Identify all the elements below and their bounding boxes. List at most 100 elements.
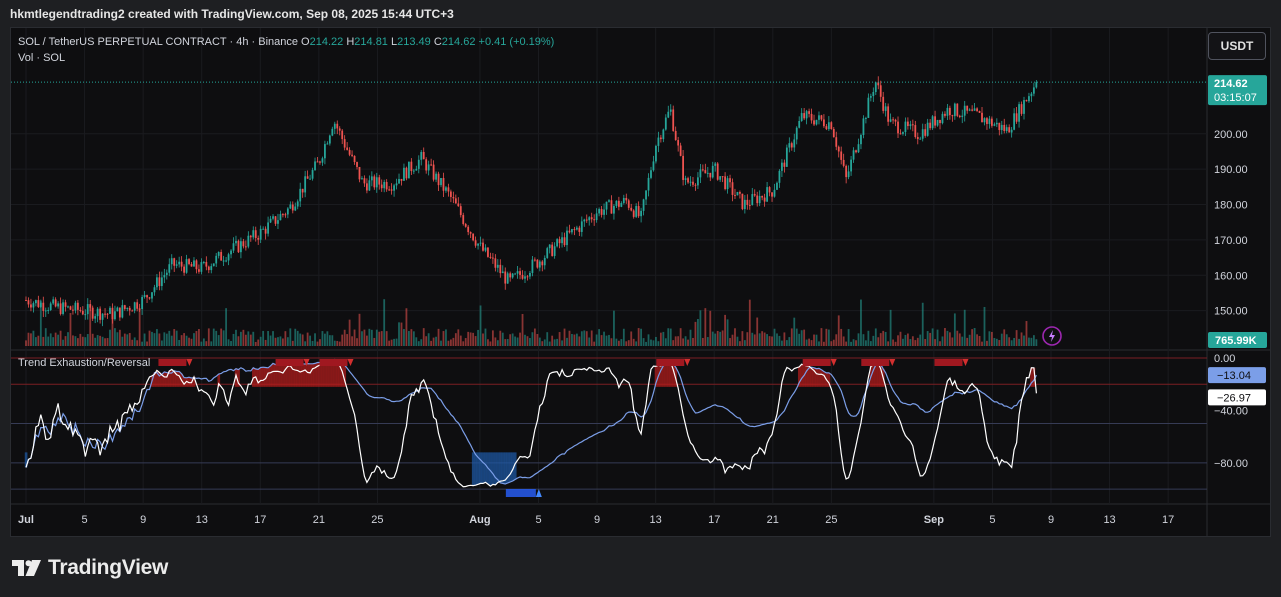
candle-body xyxy=(380,184,383,189)
candle-body xyxy=(971,109,974,111)
volume-bar xyxy=(407,331,410,346)
candle-body xyxy=(136,302,139,309)
volume-bar xyxy=(667,328,670,346)
volume-bar xyxy=(462,341,465,346)
candle-body xyxy=(657,137,660,146)
volume-bar xyxy=(800,330,803,346)
candle-body xyxy=(907,121,909,127)
currency-button[interactable]: USDT xyxy=(1208,32,1266,60)
candle-body xyxy=(692,181,694,185)
candle-body xyxy=(482,242,484,251)
volume-bar xyxy=(948,332,951,346)
candle-body xyxy=(590,217,593,220)
bearish-zone xyxy=(662,363,665,387)
candle-body xyxy=(793,139,796,148)
volume-bar xyxy=(173,329,176,346)
volume-bar xyxy=(944,328,946,346)
volume-bar xyxy=(788,337,791,346)
candle-body xyxy=(363,178,366,184)
volume-bar xyxy=(704,308,707,346)
volume-bar xyxy=(163,332,166,346)
candle-body xyxy=(911,124,914,126)
candle-body xyxy=(338,128,341,131)
bearish-zone xyxy=(797,366,801,387)
candle-body xyxy=(390,189,393,191)
volume-bar xyxy=(67,332,69,346)
candle-body xyxy=(432,164,435,180)
candle-body xyxy=(842,159,845,166)
high-value: 214.81 xyxy=(354,36,388,48)
candle-body xyxy=(588,217,591,221)
bearish-zone xyxy=(659,365,663,387)
bearish-zone xyxy=(158,372,161,387)
volume-bar xyxy=(655,336,657,346)
volume-bar xyxy=(650,339,652,346)
candle-body xyxy=(277,220,279,224)
candle-body xyxy=(990,118,993,126)
candle-body xyxy=(62,302,64,314)
volume-bar xyxy=(39,300,42,346)
volume-bar xyxy=(437,328,440,346)
chart-frame[interactable]: Jul 5 9 13 17 21 25 Aug 5 9 13 17 21 25 Sep 5 9 13 17 150.0… xyxy=(10,27,1271,537)
volume-bar xyxy=(669,328,672,346)
candle-body xyxy=(677,140,680,146)
candle-body xyxy=(632,210,635,217)
volume-bar xyxy=(1028,337,1030,346)
lightning-icon[interactable] xyxy=(1042,326,1062,346)
volume-bar xyxy=(62,339,64,346)
volume-bar xyxy=(217,335,220,346)
volume-bar xyxy=(494,337,497,346)
candle-body xyxy=(748,204,751,206)
candle-body xyxy=(242,241,245,247)
volume-bar xyxy=(289,328,292,346)
volume-bar xyxy=(190,338,193,346)
volume-bar xyxy=(338,341,341,346)
indicator-legend[interactable]: Trend Exhaustion/Reversal xyxy=(18,357,151,369)
volume-bar xyxy=(188,337,190,346)
volume-bar xyxy=(1020,332,1023,346)
candle-body xyxy=(899,133,902,135)
volume-bar xyxy=(311,340,314,346)
candle-body xyxy=(538,261,541,268)
volume-bar xyxy=(909,339,912,346)
volume-bar xyxy=(1035,339,1038,346)
volume-bar xyxy=(524,334,526,346)
candle-body xyxy=(803,113,806,119)
chart-canvas[interactable]: Jul 5 9 13 17 21 25 Aug 5 9 13 17 21 25 Sep 5 9 13 17 150.0… xyxy=(11,28,1270,536)
volume-bar xyxy=(598,329,601,346)
candle-body xyxy=(726,178,729,190)
candle-body xyxy=(926,122,929,136)
volume-bar xyxy=(583,330,586,346)
candle-body xyxy=(583,219,586,222)
volume-bar xyxy=(267,330,269,346)
volume-bar xyxy=(637,328,640,346)
volume-bar xyxy=(319,339,321,346)
symbol-title[interactable]: SOL / TetherUS PERPETUAL CONTRACT · 4h ·… xyxy=(18,36,298,48)
volume-bar xyxy=(151,331,153,346)
volume-badge xyxy=(1208,332,1267,348)
volume-bar xyxy=(701,337,704,346)
volume-bar xyxy=(269,335,272,346)
volume-bar xyxy=(865,340,867,346)
volume-bar xyxy=(1015,330,1018,346)
volume-bar xyxy=(294,328,297,346)
candle-body xyxy=(669,109,672,112)
candle-body xyxy=(635,206,638,217)
volume-bar xyxy=(304,341,307,346)
candle-body xyxy=(291,204,294,211)
date-tick-label: Jul xyxy=(18,514,34,526)
volume-bar xyxy=(677,336,680,346)
candle-body xyxy=(454,198,457,204)
bullish-zone xyxy=(513,452,517,480)
tradingview-logo[interactable]: TradingView xyxy=(12,556,168,580)
volume-bar xyxy=(212,328,215,346)
bearish-zone xyxy=(654,366,658,387)
bearish-zone xyxy=(333,359,337,387)
candle-body xyxy=(464,223,467,227)
volume-bar xyxy=(42,336,45,346)
bullish-zone xyxy=(489,452,492,487)
volume-bar xyxy=(847,329,850,346)
candle-body xyxy=(778,170,781,183)
volume-legend[interactable]: Vol · SOL xyxy=(18,52,66,64)
volume-bar xyxy=(321,331,324,346)
